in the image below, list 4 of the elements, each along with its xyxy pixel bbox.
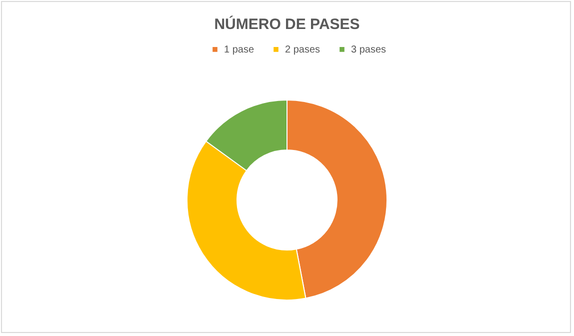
legend-label: 2 pases	[285, 44, 320, 56]
chart-title: NÚMERO DE PASES	[214, 15, 360, 33]
legend-label: 1 pase	[224, 44, 254, 56]
legend-label: 3 pases	[351, 44, 386, 56]
